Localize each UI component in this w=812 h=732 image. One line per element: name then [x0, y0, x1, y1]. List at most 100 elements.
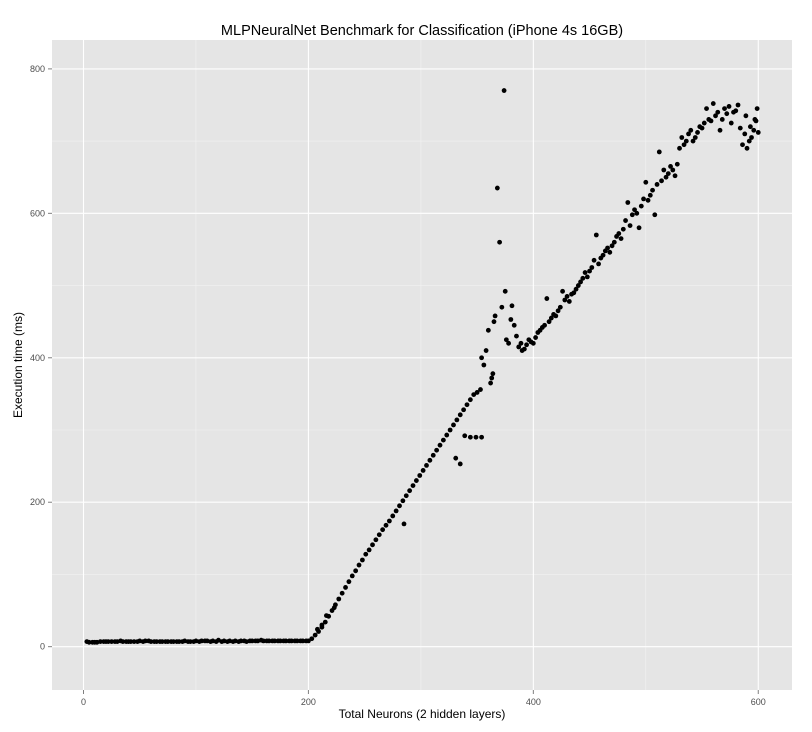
data-point [521, 346, 527, 352]
data-point [632, 207, 637, 213]
data-point [453, 455, 459, 461]
x-axis-title: Total Neurons (2 hidden layers) [339, 707, 506, 721]
data-point [154, 639, 159, 645]
data-point [430, 452, 436, 458]
data-point [647, 192, 653, 198]
data-point [309, 636, 315, 642]
data-point [587, 268, 592, 274]
data-point [754, 106, 760, 112]
data-point [747, 124, 753, 130]
data-point [508, 317, 514, 322]
data-point [607, 249, 613, 255]
data-point [461, 407, 467, 413]
data-point [596, 261, 601, 267]
x-tick-label: 400 [526, 697, 541, 707]
data-point [393, 508, 399, 514]
data-point [654, 182, 660, 187]
grid-minor [52, 40, 792, 690]
data-point [339, 590, 345, 596]
data-point [454, 417, 460, 423]
data-point [479, 355, 485, 361]
data-point [668, 163, 673, 169]
data-point [359, 557, 365, 563]
data-point [492, 313, 498, 319]
data-point [643, 179, 649, 185]
data-point [165, 639, 171, 645]
data-point [356, 562, 362, 568]
y-tick-label: 400 [30, 353, 45, 363]
data-point [726, 104, 732, 109]
data-point [502, 288, 508, 294]
data-point [353, 568, 359, 574]
data-point [464, 402, 470, 408]
data-point [497, 239, 502, 245]
data-point [516, 344, 522, 350]
data-point [488, 380, 494, 386]
data-point [294, 638, 300, 644]
data-point [719, 117, 725, 122]
data-point [128, 639, 134, 645]
data-point [699, 125, 705, 131]
data-point [544, 296, 550, 301]
data-point [650, 187, 655, 193]
x-tick-label: 200 [301, 697, 316, 707]
data-point [578, 279, 583, 285]
data-point [724, 111, 730, 117]
data-point [746, 138, 752, 144]
y-tick-label: 200 [30, 497, 45, 507]
data-point [506, 340, 511, 346]
data-point [609, 243, 615, 249]
data-point [713, 113, 718, 119]
data-point [324, 613, 329, 619]
data-point [319, 622, 325, 628]
data-point [427, 457, 433, 463]
data-point [566, 299, 572, 304]
data-point [593, 232, 599, 238]
data-point [584, 274, 590, 280]
data-point [611, 239, 617, 245]
data-point [752, 117, 758, 122]
data-point [479, 434, 485, 440]
data-point [503, 337, 509, 343]
y-axis-ticks: 0 200 400 600 800 [30, 64, 52, 652]
data-point [349, 573, 355, 579]
data-point [692, 135, 698, 140]
data-point [514, 333, 519, 339]
data-point [656, 149, 662, 155]
data-point [407, 488, 413, 494]
data-point [636, 225, 642, 231]
data-point [370, 542, 375, 548]
data-point [686, 131, 691, 137]
x-tick-label: 600 [751, 697, 766, 707]
data-point [663, 174, 669, 180]
data-point [665, 171, 671, 177]
data-point [363, 551, 369, 557]
data-point [742, 131, 748, 137]
data-point [618, 236, 624, 242]
data-point [462, 433, 468, 439]
data-point [373, 537, 379, 543]
data-point [312, 632, 318, 638]
data-point [704, 106, 709, 112]
data-point [444, 432, 450, 438]
data-point [751, 127, 757, 133]
data-point [489, 375, 495, 381]
data-point [715, 109, 721, 115]
x-tick-label: 0 [81, 697, 86, 707]
data-point [674, 161, 680, 167]
data-point [740, 142, 745, 148]
data-point [120, 639, 126, 645]
data-point [457, 461, 463, 467]
data-point [499, 304, 505, 310]
data-point [708, 118, 714, 124]
data-point [511, 322, 517, 328]
data-point [272, 638, 278, 644]
data-point [440, 437, 446, 443]
data-point [451, 422, 456, 428]
data-point [555, 308, 561, 314]
data-point [735, 102, 741, 108]
data-point [683, 138, 689, 144]
data-point [199, 638, 204, 644]
data-point [743, 113, 749, 119]
data-point [376, 532, 382, 538]
